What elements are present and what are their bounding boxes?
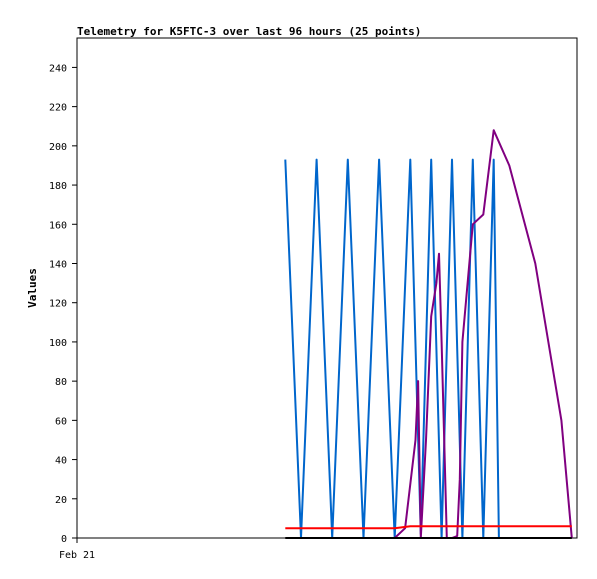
x-axis: Feb 21 — [59, 538, 95, 561]
y-tick-label: 20 — [55, 495, 67, 506]
y-tick-label: 40 — [55, 456, 67, 467]
y-tick-label: 200 — [49, 142, 67, 153]
y-tick-label: 140 — [49, 259, 67, 270]
series-line-3 — [285, 525, 572, 530]
y-tick-label: 160 — [49, 220, 67, 231]
y-tick-label: 0 — [61, 534, 67, 545]
plot-area — [76, 37, 578, 539]
chart-title: Telemetry for K5FTC-3 over last 96 hours… — [77, 25, 421, 38]
y-tick-label: 60 — [55, 416, 67, 427]
y-tick-label: 180 — [49, 181, 67, 192]
x-tick-label: Feb 21 — [59, 550, 95, 561]
y-tick-label: 100 — [49, 338, 67, 349]
y-tick-label: 240 — [49, 63, 67, 74]
y-axis: 0 20 40 60 80 100 120 140 160 180 200 220 240 — [49, 63, 77, 545]
y-axis-label: Values — [26, 268, 39, 308]
y-tick-label: 120 — [49, 299, 67, 310]
y-tick-label: 80 — [55, 377, 67, 388]
y-tick-label: 220 — [49, 103, 67, 114]
series-layer — [284, 129, 573, 539]
